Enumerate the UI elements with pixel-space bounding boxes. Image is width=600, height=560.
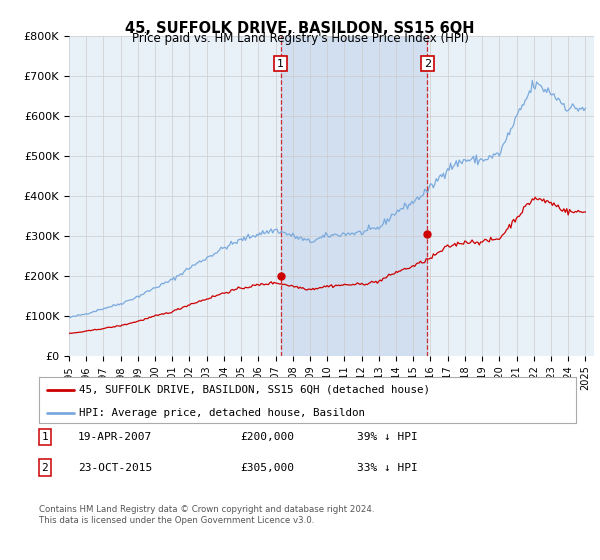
- Text: 1: 1: [277, 59, 284, 68]
- Text: £305,000: £305,000: [240, 463, 294, 473]
- Text: 39% ↓ HPI: 39% ↓ HPI: [357, 432, 418, 442]
- Text: This data is licensed under the Open Government Licence v3.0.: This data is licensed under the Open Gov…: [39, 516, 314, 525]
- Text: 33% ↓ HPI: 33% ↓ HPI: [357, 463, 418, 473]
- Text: 45, SUFFOLK DRIVE, BASILDON, SS15 6QH (detached house): 45, SUFFOLK DRIVE, BASILDON, SS15 6QH (d…: [79, 385, 430, 395]
- Text: 2: 2: [41, 463, 49, 473]
- Text: Contains HM Land Registry data © Crown copyright and database right 2024.: Contains HM Land Registry data © Crown c…: [39, 505, 374, 514]
- Text: 23-OCT-2015: 23-OCT-2015: [78, 463, 152, 473]
- Text: Price paid vs. HM Land Registry's House Price Index (HPI): Price paid vs. HM Land Registry's House …: [131, 32, 469, 45]
- Text: 2: 2: [424, 59, 431, 68]
- Bar: [281, 36, 427, 356]
- Text: £200,000: £200,000: [240, 432, 294, 442]
- Text: 1: 1: [41, 432, 49, 442]
- Text: HPI: Average price, detached house, Basildon: HPI: Average price, detached house, Basi…: [79, 408, 365, 418]
- Text: 45, SUFFOLK DRIVE, BASILDON, SS15 6QH: 45, SUFFOLK DRIVE, BASILDON, SS15 6QH: [125, 21, 475, 36]
- Text: 19-APR-2007: 19-APR-2007: [78, 432, 152, 442]
